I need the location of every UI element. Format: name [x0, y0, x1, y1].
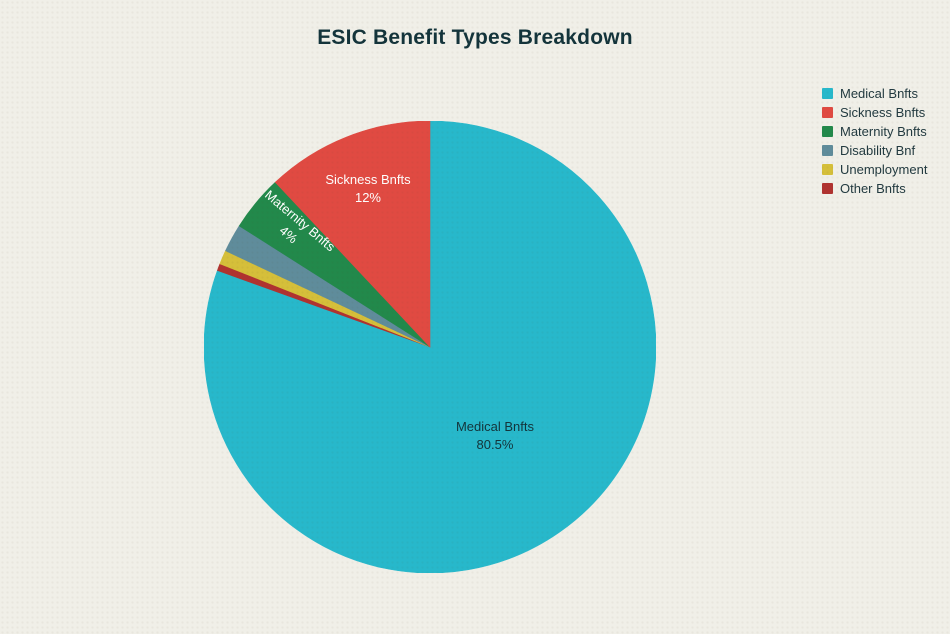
- legend-swatch-unemployment: [822, 164, 833, 175]
- pie-svg: [204, 121, 656, 573]
- legend-label: Medical Bnfts: [840, 86, 919, 101]
- legend-swatch-sickness-bnfts: [822, 107, 833, 118]
- legend-label: Unemployment: [840, 162, 928, 177]
- legend-label: Sickness Bnfts: [840, 105, 926, 120]
- legend-label: Disability Bnf: [840, 143, 916, 158]
- legend: Medical Bnfts Sickness Bnfts Maternity Bnf…: [822, 84, 927, 198]
- legend-item-maternity-bnfts[interactable]: Maternity Bnfts: [822, 122, 927, 141]
- legend-swatch-maternity-bnfts: [822, 126, 833, 137]
- pie-chart: Sickness Bnfts 12% Maternity Bnfts 4% Me…: [204, 121, 656, 573]
- chart-title: ESIC Benefit Types Breakdown: [317, 26, 633, 49]
- legend-swatch-medical-bnfts: [822, 88, 833, 99]
- legend-item-other-bnfts[interactable]: Other Bnfts: [822, 179, 927, 198]
- legend-label: Other Bnfts: [840, 181, 906, 196]
- legend-swatch-disability-bnf: [822, 145, 833, 156]
- pie-slice-sickness-bnfts[interactable]: [274, 121, 431, 348]
- legend-item-disability-bnf[interactable]: Disability Bnf: [822, 141, 927, 160]
- legend-item-unemployment[interactable]: Unemployment: [822, 160, 927, 179]
- legend-label: Maternity Bnfts: [840, 124, 927, 139]
- legend-item-sickness-bnfts[interactable]: Sickness Bnfts: [822, 103, 927, 122]
- legend-item-medical-bnfts[interactable]: Medical Bnfts: [822, 84, 927, 103]
- legend-swatch-other-bnfts: [822, 183, 833, 194]
